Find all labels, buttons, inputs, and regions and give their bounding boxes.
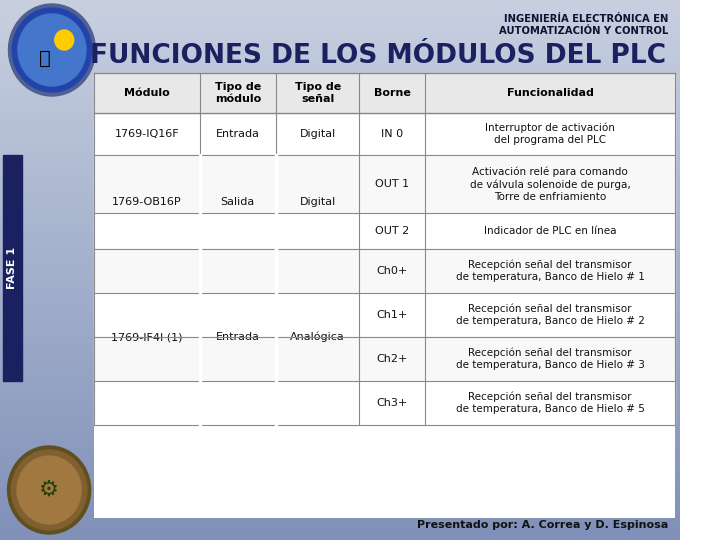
Text: Presentado por: A. Correa y D. Espinosa: Presentado por: A. Correa y D. Espinosa [418, 520, 669, 530]
Text: AUTOMATIZACIÓN Y CONTROL: AUTOMATIZACIÓN Y CONTROL [499, 26, 669, 36]
Bar [94, 73, 675, 113]
Circle shape [17, 456, 81, 524]
Text: 🏃: 🏃 [40, 49, 51, 68]
Text: Recepción señal del transmisor
de temperatura, Banco de Hielo # 3: Recepción señal del transmisor de temper… [456, 348, 644, 370]
Text: 1769-OB16P: 1769-OB16P [112, 197, 182, 207]
Text: 1769-IQ16F: 1769-IQ16F [114, 129, 179, 139]
Circle shape [12, 8, 91, 92]
Text: Activación relé para comando
de válvula solenoide de purga,
Torre de enfriamient: Activación relé para comando de válvula … [469, 166, 631, 202]
Text: IN 0: IN 0 [381, 129, 403, 139]
Text: Digital: Digital [300, 129, 336, 139]
Text: FUNCIONES DE LOS MÓDULOS DEL PLC: FUNCIONES DE LOS MÓDULOS DEL PLC [90, 43, 666, 69]
Bar [94, 113, 675, 155]
Text: Digital: Digital [300, 197, 336, 207]
Text: Entrada: Entrada [216, 332, 260, 342]
Text: Tipo de
módulo: Tipo de módulo [215, 82, 261, 104]
Bar [94, 293, 675, 337]
Text: Ch3+: Ch3+ [377, 398, 408, 408]
Text: Interruptor de activación
del programa del PLC: Interruptor de activación del programa d… [485, 123, 615, 145]
Bar [94, 381, 675, 425]
Bar [94, 213, 675, 249]
Text: 1769-IF4I (1): 1769-IF4I (1) [112, 332, 183, 342]
Text: Módulo: Módulo [125, 88, 170, 98]
Circle shape [55, 30, 73, 50]
Bar [94, 155, 675, 213]
Text: Salida: Salida [221, 197, 255, 207]
Circle shape [18, 14, 86, 86]
Text: Borne: Borne [374, 88, 410, 98]
Bar [94, 337, 675, 381]
Text: Recepción señal del transmisor
de temperatura, Banco de Hielo # 2: Recepción señal del transmisor de temper… [456, 303, 644, 327]
Text: Ch1+: Ch1+ [377, 310, 408, 320]
Text: FASE 1: FASE 1 [7, 247, 17, 289]
Text: Ch0+: Ch0+ [377, 266, 408, 276]
Text: Tipo de
señal: Tipo de señal [294, 82, 341, 104]
Text: Ch2+: Ch2+ [377, 354, 408, 364]
Text: Funcionalidad: Funcionalidad [507, 88, 593, 98]
Text: Indicador de PLC en línea: Indicador de PLC en línea [484, 226, 616, 236]
Circle shape [9, 4, 95, 96]
Text: INGENIERÍA ELECTRÓNICA EN: INGENIERÍA ELECTRÓNICA EN [504, 14, 669, 24]
Text: Recepción señal del transmisor
de temperatura, Banco de Hielo # 5: Recepción señal del transmisor de temper… [456, 392, 644, 415]
Text: OUT 1: OUT 1 [375, 179, 409, 189]
Bar [94, 73, 675, 518]
Circle shape [7, 446, 91, 534]
Circle shape [12, 450, 87, 530]
Bar [3, 155, 22, 381]
Text: ⚙: ⚙ [39, 480, 59, 500]
Text: Analógica: Analógica [290, 332, 345, 342]
Text: OUT 2: OUT 2 [375, 226, 409, 236]
Bar [94, 249, 675, 293]
Text: Entrada: Entrada [216, 129, 260, 139]
Text: Recepción señal del transmisor
de temperatura, Banco de Hielo # 1: Recepción señal del transmisor de temper… [456, 260, 644, 282]
